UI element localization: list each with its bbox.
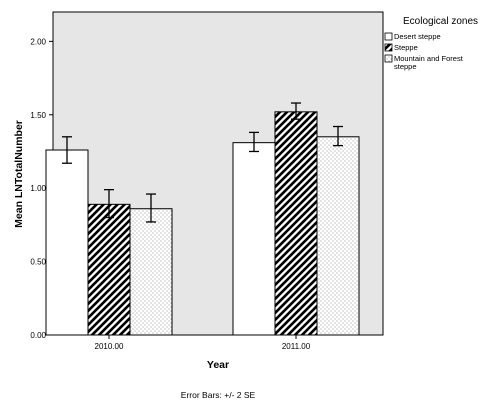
x-axis: 2010.00 2011.00 — [95, 335, 311, 351]
legend-items: Desert steppe Steppe Mountain and Forest st… — [384, 32, 464, 71]
x-tick-label: 2010.00 — [95, 342, 124, 351]
bar — [316, 136, 360, 336]
legend-label: Steppe — [394, 43, 418, 52]
y-tick-label: 2.00 — [30, 37, 46, 46]
bar — [129, 208, 173, 336]
legend-swatch — [384, 43, 393, 52]
y-tick-label: 1.50 — [30, 111, 46, 120]
x-axis-title: Year — [207, 359, 229, 371]
footnote: Error Bars: +/- 2 SE — [181, 390, 256, 400]
legend: Ecological zones Desert steppe Steppe Moun… — [384, 16, 478, 71]
x-tick-label: 2011.00 — [282, 342, 311, 351]
legend-swatch — [384, 32, 393, 41]
legend-title: Ecological zones — [403, 16, 478, 27]
bar — [87, 203, 131, 336]
bars — [45, 111, 360, 336]
legend-label: Mountain and Forest steppe — [394, 54, 464, 71]
bar — [45, 149, 89, 336]
legend-swatch — [384, 54, 393, 63]
y-tick-label: 0.50 — [30, 258, 46, 267]
bar — [274, 111, 318, 336]
y-tick-label: 1.00 — [30, 184, 46, 193]
y-tick-label: 0.00 — [30, 331, 46, 340]
bar — [232, 142, 276, 336]
legend-label: Desert steppe — [394, 32, 441, 41]
error-bars — [62, 102, 343, 223]
y-axis-title: Mean LNTotalNumber — [13, 120, 25, 228]
